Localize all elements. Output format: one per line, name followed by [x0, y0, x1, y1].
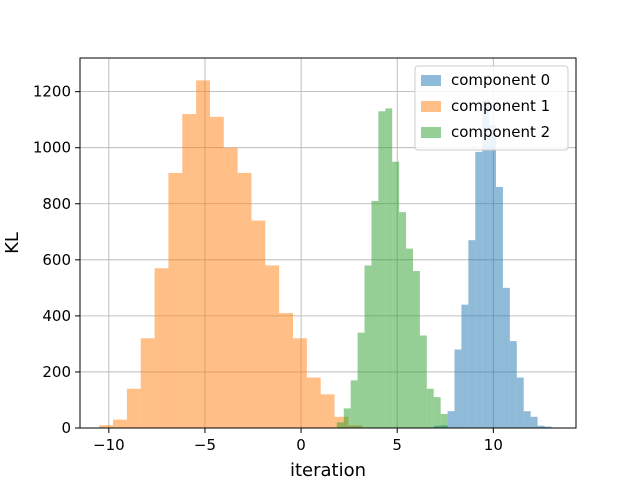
histogram-bar	[433, 397, 441, 428]
axes-frame	[79, 57, 577, 429]
histogram-bar	[99, 425, 114, 428]
x-axis-ticks: −10 −5 0 5 10	[93, 428, 503, 454]
histogram-bar	[385, 108, 393, 429]
y-tick-label: 0	[61, 419, 71, 437]
histogram-bar	[237, 172, 252, 428]
x-tick-label: −10	[93, 436, 125, 454]
y-tick-label: 600	[42, 251, 71, 269]
histogram-bar	[182, 114, 197, 428]
histogram-bar	[461, 304, 469, 428]
histogram-bar	[378, 111, 386, 429]
x-tick-label: −5	[194, 436, 216, 454]
series-2-bars	[336, 108, 448, 429]
y-tick-label: 400	[42, 307, 71, 325]
histogram-bar	[343, 408, 351, 428]
histogram-bar	[399, 212, 407, 428]
legend-swatch	[421, 101, 441, 112]
histogram-bar	[334, 416, 349, 428]
histogram-bar	[320, 394, 335, 428]
histogram-bar	[502, 287, 510, 428]
legend: component 0 component 1 component 2	[414, 65, 569, 151]
x-axis-label: iteration	[290, 460, 366, 480]
histogram-bar	[357, 332, 365, 428]
histogram-bar	[482, 100, 490, 428]
histogram-bar	[364, 265, 372, 428]
histogram-bar	[251, 220, 266, 428]
histogram-bar	[293, 338, 307, 428]
series-1-bars	[99, 80, 363, 429]
legend-label: component 1	[451, 97, 550, 115]
histogram-bar	[447, 411, 455, 428]
histogram-bar	[496, 186, 503, 428]
legend-swatch	[421, 127, 441, 138]
histogram-bar	[209, 116, 224, 428]
y-axis-label: KL	[2, 232, 23, 254]
histogram-bar	[412, 271, 420, 428]
bars-layer	[99, 80, 552, 429]
y-tick-label: 800	[42, 195, 71, 213]
histogram-bar	[265, 265, 280, 428]
histogram-bar	[454, 349, 462, 428]
histogram-bar	[336, 422, 344, 428]
histogram-bar	[544, 426, 552, 428]
legend-swatch	[421, 75, 441, 86]
legend-label: component 2	[451, 123, 550, 141]
histogram-bar	[350, 380, 358, 428]
histogram-bar	[392, 161, 400, 428]
y-axis-ticks: 0 200 400 600 800 1000 1200	[33, 83, 80, 437]
histogram-bar	[154, 268, 169, 428]
histogram-bar	[168, 172, 183, 428]
histogram-bar	[530, 416, 538, 428]
histogram-bar	[468, 240, 476, 428]
y-tick-label: 1000	[33, 139, 71, 157]
legend-label: component 0	[451, 71, 550, 89]
histogram-bar	[113, 419, 127, 428]
histogram-bar	[489, 125, 497, 428]
histogram-bar	[440, 413, 448, 428]
y-tick-label: 200	[42, 363, 71, 381]
y-tick-label: 1200	[33, 83, 71, 101]
histogram-bar	[523, 411, 531, 428]
x-tick-label: 0	[296, 436, 306, 454]
histogram-bar	[475, 151, 483, 428]
histogram-bar	[537, 425, 545, 428]
histogram-bar	[406, 248, 413, 428]
legend-box	[414, 65, 569, 151]
histogram-bar	[140, 338, 155, 428]
histogram-bar	[223, 147, 238, 429]
histogram-bar	[426, 388, 434, 428]
x-tick-label: 10	[484, 436, 503, 454]
histogram-bar	[306, 377, 321, 428]
x-tick-label: 5	[392, 436, 402, 454]
histogram-bar	[196, 80, 210, 428]
series-0-bars	[433, 100, 552, 428]
histogram-bar	[279, 313, 294, 428]
histogram-bar	[371, 200, 379, 428]
histogram-bar	[126, 388, 141, 428]
histogram-bar	[509, 341, 517, 428]
histogram-bar	[419, 335, 427, 428]
histogram-bar	[516, 377, 524, 428]
